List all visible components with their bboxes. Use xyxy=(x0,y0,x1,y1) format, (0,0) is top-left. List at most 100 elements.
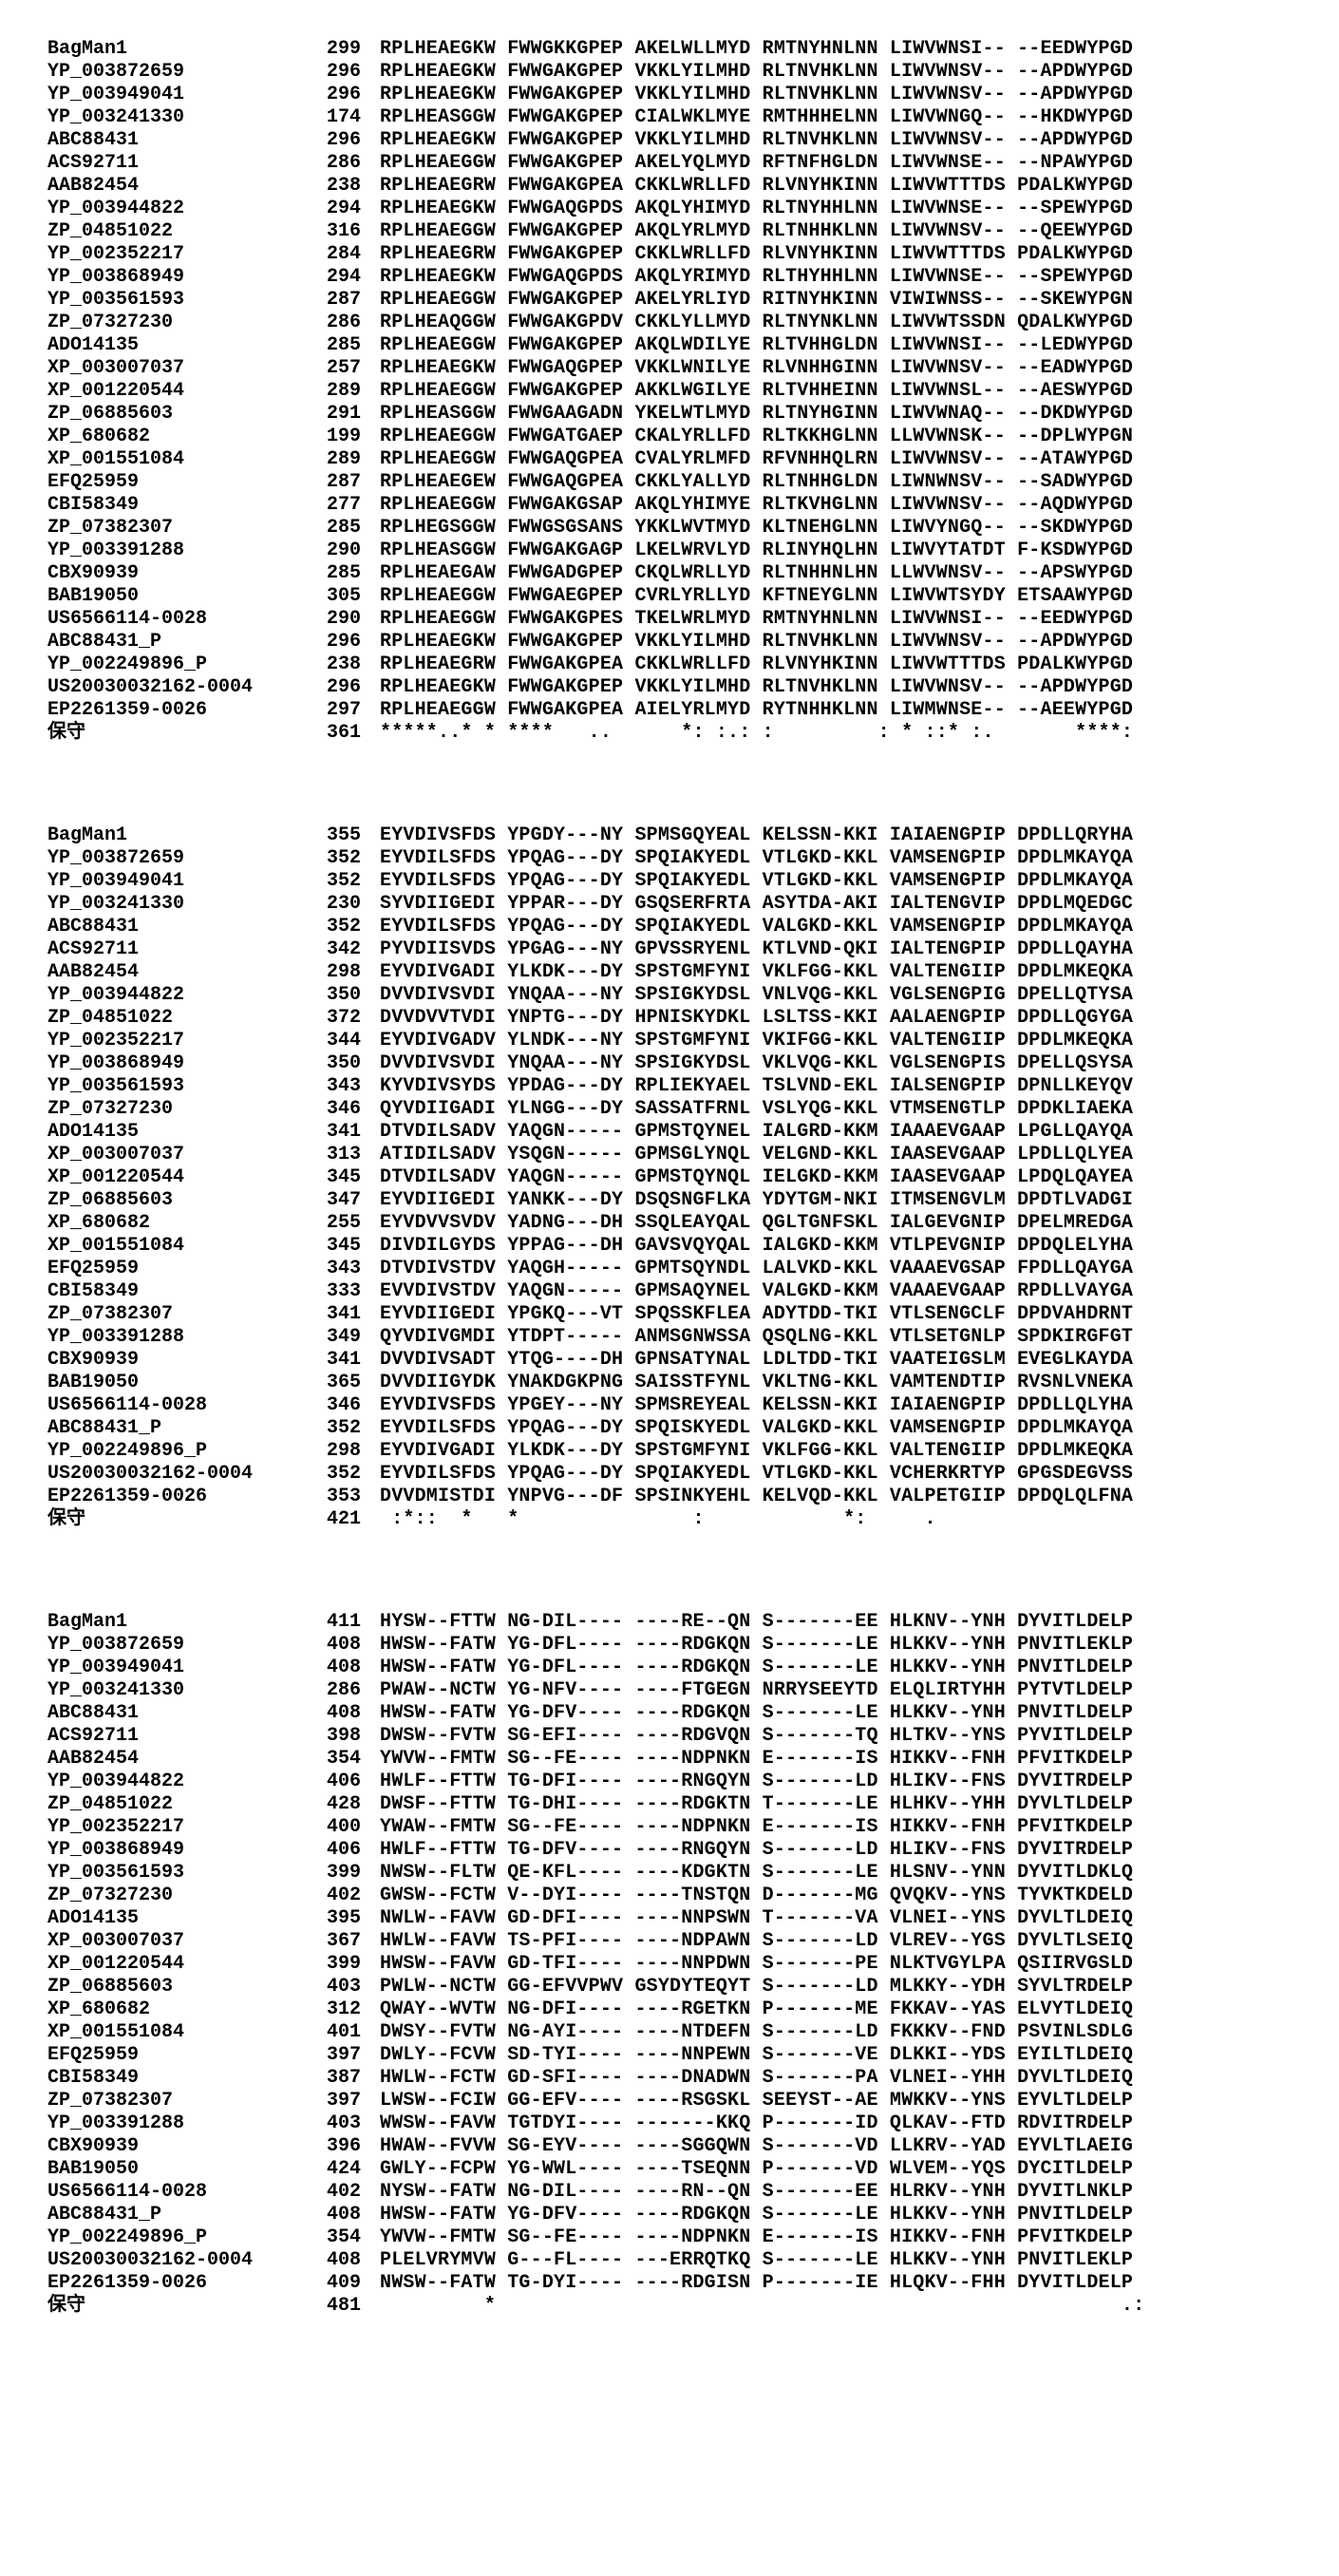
alignment-row: US20030032162-0004296RPLHEAEGKW FWWGAKGP… xyxy=(47,676,1292,699)
sequence-pos: 345 xyxy=(294,1166,380,1189)
sequence-seq: RPLHEASGGW FWWGAKGAGP LKELWRVLYD RLINYHQ… xyxy=(380,540,1292,562)
alignment-row: YP_003391288349QYVDIVGMDI YTDPT----- ANM… xyxy=(47,1326,1292,1349)
sequence-id: XP_680682 xyxy=(47,1998,294,2021)
alignment-row: ZP_07382307341EYVDIIGEDI YPGKQ---VT SPQS… xyxy=(47,1303,1292,1326)
alignment-row: US20030032162-0004408PLELVRYMVW G---FL--… xyxy=(47,2249,1292,2272)
sequence-id: YP_003241330 xyxy=(47,106,294,129)
sequence-seq: DVVDIVSVDI YNQAA---NY SPSIGKYDSL VNLVQG-… xyxy=(380,984,1292,1007)
sequence-id: XP_003007037 xyxy=(47,357,294,380)
sequence-pos: 287 xyxy=(294,471,380,494)
sequence-seq: KYVDIVSYDS YPDAG---DY RPLIEKYAEL TSLVND-… xyxy=(380,1075,1292,1098)
alignment-row: ZP_06885603403PWLW--NCTW GG-EFVVPWV GSYD… xyxy=(47,1976,1292,1998)
sequence-pos: 305 xyxy=(294,585,380,608)
sequence-id: ACS92711 xyxy=(47,152,294,175)
sequence-id: US6566114-0028 xyxy=(47,608,294,631)
sequence-seq: HWLW--FCTW GD-SFI---- ----DNADWN S------… xyxy=(380,2067,1292,2090)
sequence-pos: 299 xyxy=(294,38,380,61)
alignment-row: ZP_06885603291RPLHEASGGW FWWGAAGADN YKEL… xyxy=(47,403,1292,426)
sequence-id: US20030032162-0004 xyxy=(47,1463,294,1486)
sequence-id: YP_003241330 xyxy=(47,1679,294,1702)
sequence-pos: 387 xyxy=(294,2067,380,2090)
sequence-id: YP_002352217 xyxy=(47,243,294,266)
sequence-id: EFQ25959 xyxy=(47,471,294,494)
sequence-pos: 424 xyxy=(294,2158,380,2181)
sequence-pos: 408 xyxy=(294,2204,380,2226)
sequence-pos: 313 xyxy=(294,1144,380,1166)
alignment-row: YP_003872659296RPLHEAEGKW FWWGAKGPEP VKK… xyxy=(47,61,1292,84)
sequence-seq: HWLW--FAVW TS-PFI---- ----NDPAWN S------… xyxy=(380,1930,1292,1953)
alignment-row: YP_003561593399NWSW--FLTW QE-KFL---- ---… xyxy=(47,1862,1292,1885)
alignment-row: XP_003007037313ATIDILSADV YSQGN----- GPM… xyxy=(47,1144,1292,1166)
sequence-id: XP_003007037 xyxy=(47,1930,294,1953)
alignment-block-1: BagMan1355EYVDIVSFDS YPGDY---NY SPMSGQYE… xyxy=(0,786,1339,1550)
sequence-id: 保守 xyxy=(47,1508,294,1531)
alignment-row: CBX90939396HWAW--FVVW SG-EYV---- ----SGG… xyxy=(47,2135,1292,2158)
alignment-row: BAB19050424GWLY--FCPW YG-WWL---- ----TSE… xyxy=(47,2158,1292,2181)
alignment-row: AAB82454298EYVDIVGADI YLKDK---DY SPSTGMF… xyxy=(47,961,1292,984)
alignment-row: EFQ25959397DWLY--FCVW SD-TYI---- ----NNP… xyxy=(47,2044,1292,2067)
sequence-pos: 355 xyxy=(294,824,380,847)
sequence-seq: DIVDILGYDS YPPAG---DH GAVSVQYQAL IALGKD-… xyxy=(380,1235,1292,1258)
sequence-id: YP_003949041 xyxy=(47,1657,294,1679)
sequence-seq: EYVDIIGEDI YPGKQ---VT SPQSSKFLEA ADYTDD-… xyxy=(380,1303,1292,1326)
sequence-pos: 294 xyxy=(294,198,380,220)
sequence-seq: RPLHEAEGGW FWWGAKGPES TKELWRLMYD RMTNYHN… xyxy=(380,608,1292,631)
sequence-pos: 352 xyxy=(294,1417,380,1440)
alignment-row: BAB19050305RPLHEAEGGW FWWGAEGPEP CVRLYRL… xyxy=(47,585,1292,608)
alignment-row: EFQ25959343DTVDIVSTDV YAQGH----- GPMTSQY… xyxy=(47,1258,1292,1280)
sequence-id: XP_001551084 xyxy=(47,2021,294,2044)
sequence-seq: RPLHEAEGGW FWWGAKGPEP AKELYRLIYD RITNYHK… xyxy=(380,289,1292,312)
sequence-pos: 365 xyxy=(294,1372,380,1394)
sequence-pos: 346 xyxy=(294,1098,380,1121)
sequence-id: YP_003944822 xyxy=(47,198,294,220)
sequence-seq: EYVDILSFDS YPQAG---DY SPQIAKYEDL VTLGKD-… xyxy=(380,870,1292,893)
sequence-id: XP_003007037 xyxy=(47,1144,294,1166)
sequence-pos: 352 xyxy=(294,916,380,938)
alignment-row: US20030032162-0004352EYVDILSFDS YPQAG---… xyxy=(47,1463,1292,1486)
block-gap xyxy=(0,764,1339,786)
sequence-id: YP_003391288 xyxy=(47,540,294,562)
alignment-row: YP_002352217344EYVDIVGADV YLNDK---NY SPS… xyxy=(47,1030,1292,1052)
alignment-row: BagMan1355EYVDIVSFDS YPGDY---NY SPMSGQYE… xyxy=(47,824,1292,847)
sequence-pos: 298 xyxy=(294,961,380,984)
sequence-id: BagMan1 xyxy=(47,38,294,61)
sequence-seq: RPLHEAEGGW FWWGATGAEP CKALYRLLFD RLTKKHG… xyxy=(380,426,1292,448)
alignment-row: CBI58349277RPLHEAEGGW FWWGAKGSAP AKQLYHI… xyxy=(47,494,1292,517)
sequence-id: ADO14135 xyxy=(47,1121,294,1144)
sequence-id: XP_001220544 xyxy=(47,1166,294,1189)
sequence-pos: 296 xyxy=(294,61,380,84)
sequence-id: XP_680682 xyxy=(47,426,294,448)
alignment-row: ZP_07382307285RPLHEGSGGW FWWGSGSANS YKKL… xyxy=(47,517,1292,540)
block-gap xyxy=(0,1550,1339,1573)
sequence-seq: HWLF--FTTW TG-DFI---- ----RNGQYN S------… xyxy=(380,1771,1292,1793)
sequence-id: ABC88431_P xyxy=(47,631,294,653)
sequence-id: AAB82454 xyxy=(47,175,294,198)
sequence-seq: EYVDILSFDS YPQAG---DY SPQIAKYEDL VALGKD-… xyxy=(380,916,1292,938)
sequence-pos: 333 xyxy=(294,1280,380,1303)
sequence-pos: 342 xyxy=(294,938,380,961)
sequence-seq: * .: xyxy=(380,2295,1292,2318)
sequence-id: US6566114-0028 xyxy=(47,1394,294,1417)
alignment-row: YP_003949041296RPLHEAEGKW FWWGAKGPEP VKK… xyxy=(47,84,1292,106)
alignment-row: XP_001551084289RPLHEAEGGW FWWGAQGPEA CVA… xyxy=(47,448,1292,471)
sequence-id: EP2261359-0026 xyxy=(47,699,294,722)
sequence-id: YP_003949041 xyxy=(47,84,294,106)
alignment-row: 保守361*****..* * **** .. *: :.: : : * ::*… xyxy=(47,722,1292,745)
sequence-pos: 343 xyxy=(294,1075,380,1098)
alignment-row: YP_003391288290RPLHEASGGW FWWGAKGAGP LKE… xyxy=(47,540,1292,562)
alignment-row: YP_002352217400YWAW--FMTW SG--FE---- ---… xyxy=(47,1816,1292,1839)
alignment-row: YP_003868949350DVVDIVSVDI YNQAA---NY SPS… xyxy=(47,1052,1292,1075)
sequence-seq: RPLHEAEGKW FWWGAQGPEP VKKLWNILYE RLVNHHG… xyxy=(380,357,1292,380)
sequence-pos: 403 xyxy=(294,2112,380,2135)
sequence-seq: NWSW--FLTW QE-KFL---- ----KDGKTN S------… xyxy=(380,1862,1292,1885)
sequence-pos: 290 xyxy=(294,608,380,631)
sequence-pos: 341 xyxy=(294,1349,380,1372)
sequence-pos: 296 xyxy=(294,129,380,152)
alignment-row: YP_003949041408HWSW--FATW YG-DFL---- ---… xyxy=(47,1657,1292,1679)
sequence-id: YP_002249896_P xyxy=(47,2226,294,2249)
sequence-id: YP_003561593 xyxy=(47,1862,294,1885)
sequence-seq: DWSF--FTTW TG-DHI---- ----RDGKTN T------… xyxy=(380,1793,1292,1816)
sequence-id: YP_003561593 xyxy=(47,1075,294,1098)
alignment-row: XP_680682312QWAY--WVTW NG-DFI---- ----RG… xyxy=(47,1998,1292,2021)
sequence-seq: RPLHEAEGGW FWWGAKGPEP AKKLWGILYE RLTVHHE… xyxy=(380,380,1292,403)
